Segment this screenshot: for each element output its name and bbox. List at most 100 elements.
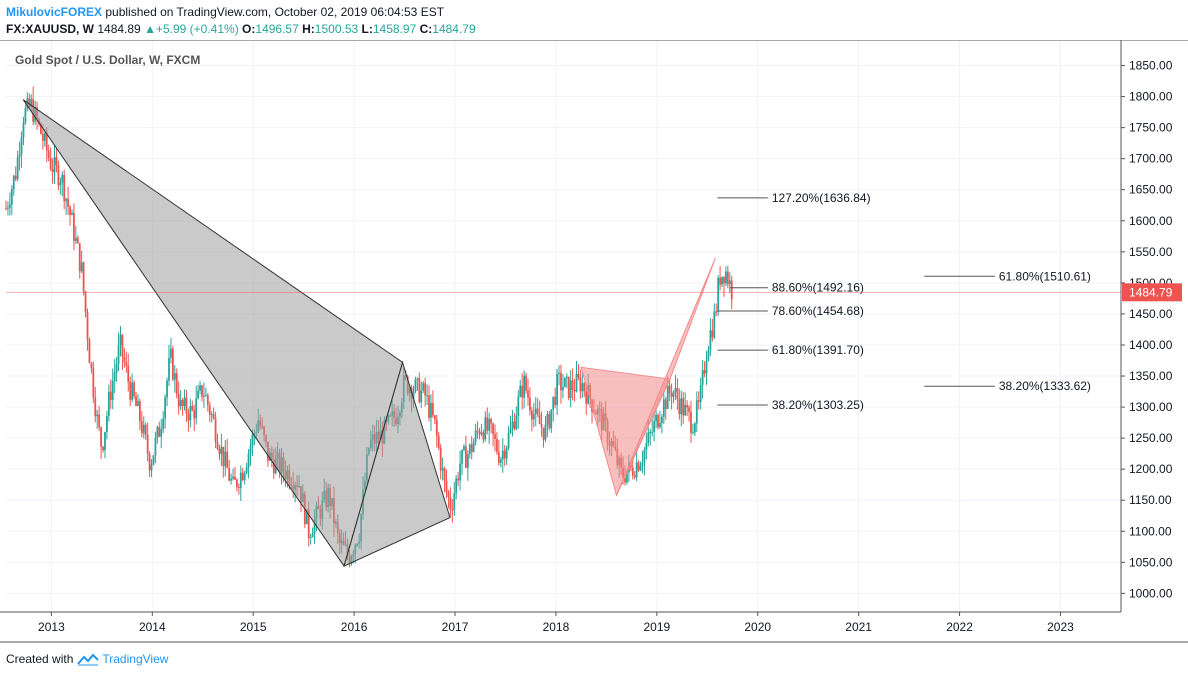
candle-body <box>511 421 514 429</box>
candle-body <box>657 414 659 428</box>
candle-body <box>247 453 250 468</box>
candle-body <box>575 374 578 392</box>
candle-body <box>59 182 62 186</box>
close-value: 1484.79 <box>432 22 476 36</box>
candle-body <box>177 393 180 407</box>
candle-body <box>305 509 308 525</box>
y-tick-label: 1300.00 <box>1129 400 1173 414</box>
candle-body <box>102 446 104 451</box>
candle-body <box>78 243 81 272</box>
author-link[interactable]: MikulovicFOREX <box>6 5 103 19</box>
candle-body <box>154 438 157 456</box>
x-tick-label: 2017 <box>442 620 469 634</box>
pattern-triangle[interactable] <box>616 257 716 496</box>
candle-body <box>686 404 689 408</box>
candle-body <box>125 362 128 366</box>
candle-body <box>507 432 510 448</box>
candle-body <box>488 419 491 431</box>
candle-body <box>92 368 95 398</box>
candle-body <box>179 399 182 407</box>
pattern-triangle[interactable] <box>22 99 404 568</box>
candle-body <box>521 385 524 398</box>
candle-body <box>53 157 56 173</box>
candle-body <box>20 137 23 155</box>
candle-body <box>189 406 192 421</box>
candle-body <box>55 157 58 165</box>
candle-body <box>713 311 716 338</box>
candle-body <box>245 467 248 473</box>
y-tick-label: 1200.00 <box>1129 462 1173 476</box>
candle-body <box>490 419 493 424</box>
candle-body <box>453 493 456 511</box>
candle-body <box>7 207 9 209</box>
candle-body <box>695 400 698 424</box>
candle-body <box>501 450 504 460</box>
tradingview-link[interactable]: TradingView <box>102 652 169 666</box>
candle-body <box>127 365 130 382</box>
candle-body <box>208 404 211 415</box>
candle-body <box>558 372 560 374</box>
candle-body <box>28 98 31 107</box>
y-tick-label: 1350.00 <box>1129 369 1173 383</box>
candle-body <box>45 133 48 151</box>
candle-body <box>175 373 178 394</box>
candle-body <box>637 462 640 471</box>
candle-body <box>220 446 223 455</box>
candle-body <box>249 445 252 454</box>
candle-body <box>422 383 425 391</box>
open-value: 1496.57 <box>255 22 299 36</box>
candle-body <box>40 123 42 134</box>
candle-body <box>10 189 13 205</box>
candle-body <box>228 468 231 481</box>
high-value: 1500.53 <box>314 22 359 36</box>
harmonic-patterns[interactable] <box>22 99 716 568</box>
x-tick-label: 2019 <box>643 620 670 634</box>
x-tick-label: 2021 <box>845 620 872 634</box>
candle-body <box>148 453 151 471</box>
candle-body <box>701 370 704 386</box>
candle-body <box>441 468 444 471</box>
x-tick-label: 2014 <box>139 620 166 634</box>
candle-body <box>203 395 205 397</box>
candle-body <box>222 446 225 467</box>
candle-body <box>639 465 642 471</box>
candle-body <box>309 537 312 539</box>
candle-body <box>530 410 533 420</box>
candle-body <box>123 356 126 363</box>
candle-body <box>635 462 638 478</box>
y-tick-label: 1750.00 <box>1129 121 1173 135</box>
candle-body <box>649 432 652 434</box>
candle-body <box>519 385 522 397</box>
candle-body <box>232 476 234 479</box>
fib-label: 61.80%(1510.61) <box>999 269 1091 283</box>
candle-body <box>449 496 452 510</box>
candle-body <box>468 444 471 455</box>
candle-body <box>525 375 527 391</box>
candle-body <box>204 395 207 397</box>
candle-body <box>461 449 463 464</box>
candle-body <box>515 415 518 429</box>
candle-body <box>463 446 465 450</box>
candle-body <box>548 414 551 429</box>
candle-body <box>237 486 240 489</box>
candle-body <box>414 379 417 392</box>
pattern-triangle[interactable] <box>343 360 451 567</box>
candle-body <box>96 414 99 417</box>
candle-body <box>505 447 508 459</box>
last-price-badge <box>1122 283 1182 302</box>
candle-body <box>538 414 541 425</box>
candle-body <box>482 432 485 440</box>
candle-body <box>472 442 475 452</box>
candle-body <box>560 372 562 391</box>
candle-body <box>492 423 494 435</box>
candle-body <box>474 430 477 443</box>
candle-body <box>651 431 654 433</box>
y-tick-label: 1450.00 <box>1129 307 1173 321</box>
fib-levels[interactable]: 127.20%(1636.84) 88.60%(1492.16) 78.60%(14… <box>717 191 1091 412</box>
price-change: +5.99 (+0.41%) <box>155 22 239 36</box>
price-chart[interactable]: 127.20%(1636.84) 88.60%(1492.16) 78.60%(14… <box>0 40 1188 645</box>
candle-body <box>433 415 436 420</box>
candle-body <box>195 398 198 419</box>
y-tick-label: 1700.00 <box>1129 152 1173 166</box>
candle-body <box>171 348 174 380</box>
